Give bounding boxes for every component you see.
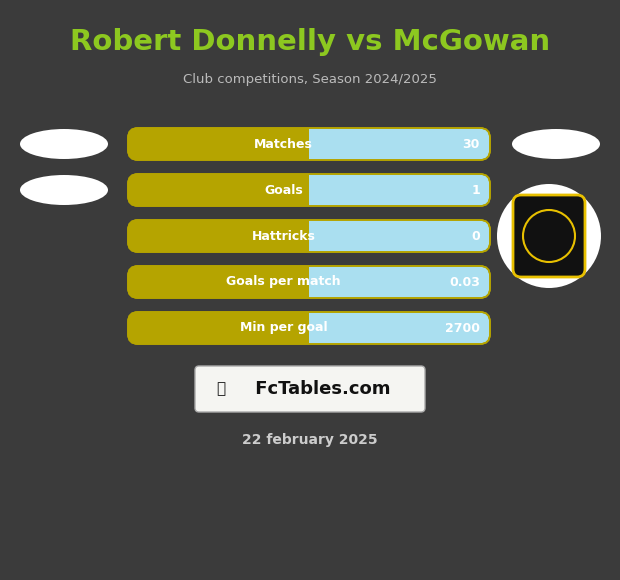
Text: 1: 1 (471, 183, 480, 197)
Text: 22 february 2025: 22 february 2025 (242, 433, 378, 447)
FancyBboxPatch shape (128, 312, 490, 344)
Ellipse shape (20, 175, 108, 205)
FancyBboxPatch shape (128, 266, 490, 298)
Bar (128, 266, 309, 298)
FancyBboxPatch shape (128, 128, 490, 160)
Text: 2700: 2700 (445, 321, 480, 335)
Text: Club competitions, Season 2024/2025: Club competitions, Season 2024/2025 (183, 74, 437, 86)
FancyBboxPatch shape (195, 366, 425, 412)
FancyBboxPatch shape (128, 220, 490, 252)
Text: 0.03: 0.03 (449, 276, 480, 288)
Text: 📊: 📊 (216, 382, 226, 397)
Text: Matches: Matches (254, 137, 313, 150)
FancyBboxPatch shape (128, 174, 490, 206)
Text: 0: 0 (471, 230, 480, 242)
Ellipse shape (20, 129, 108, 159)
Text: FcTables.com: FcTables.com (249, 380, 391, 398)
Text: Goals: Goals (264, 183, 303, 197)
Ellipse shape (512, 129, 600, 159)
FancyBboxPatch shape (513, 195, 585, 277)
Text: Hattricks: Hattricks (252, 230, 316, 242)
Text: Robert Donnelly vs McGowan: Robert Donnelly vs McGowan (70, 28, 550, 56)
Text: Min per goal: Min per goal (240, 321, 327, 335)
Circle shape (497, 184, 601, 288)
Bar (128, 312, 309, 344)
Bar (128, 174, 309, 206)
Bar (128, 220, 309, 252)
Bar (128, 128, 309, 160)
Text: Goals per match: Goals per match (226, 276, 341, 288)
Text: 30: 30 (463, 137, 480, 150)
